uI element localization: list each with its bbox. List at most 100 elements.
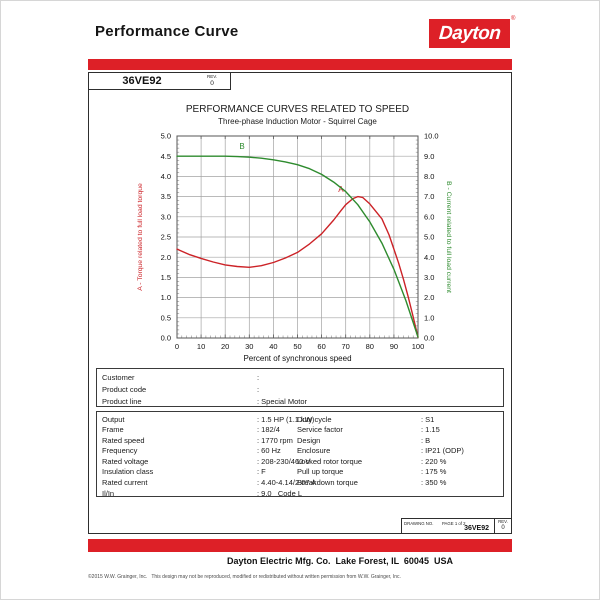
x-tick-label: 10 <box>197 342 205 351</box>
field-label: Breakdown torque <box>297 478 358 488</box>
curve-A <box>176 195 419 338</box>
specs-left-column: Output : 1.5 HP (1.1 kW) Frame : 182/4 Rated… <box>102 414 316 500</box>
field-label: Insulation class <box>102 467 154 477</box>
y-left-tick-label: 2.0 <box>161 253 171 262</box>
field-label: Output <box>102 414 125 424</box>
y-right-tick-label: 5.0 <box>424 233 434 242</box>
field-label: Frame <box>102 425 124 435</box>
revision-value: 0 <box>210 79 214 87</box>
field-value: : 175 % <box>421 467 447 477</box>
field-value: : IP21 (ODP) <box>421 446 464 456</box>
y-right-tick-label: 7.0 <box>424 192 434 201</box>
revision-label: REV. <box>206 73 218 79</box>
field-value: : 1.15 <box>421 425 440 435</box>
drawing-rev-value: 0 <box>501 525 505 532</box>
x-tick-label: 0 <box>175 342 179 351</box>
field-value: : 208-230/460 V <box>257 456 311 466</box>
field-value: : 182/4 <box>257 425 280 435</box>
field-value: : 350 % <box>421 478 447 488</box>
page-indicator: PAGE 1 of 2 <box>442 520 466 526</box>
x-axis-title: Percent of synchronous speed <box>243 354 351 363</box>
plot-border <box>176 135 419 339</box>
footer-company-address: Dayton Electric Mfg. Co. Lake Forest, IL… <box>227 556 453 566</box>
field-value: : 9.0 Code L <box>257 488 303 498</box>
field-label: Product line <box>102 396 142 406</box>
y-left-tick-label: 4.0 <box>161 172 171 181</box>
spec-right-row: Enclosure : IP21 (ODP) <box>297 446 502 457</box>
model-number-cell: 36VE92 <box>88 72 196 90</box>
y-right-tick-label: 6.0 <box>424 212 434 221</box>
customer-info-row: Product code: <box>102 384 503 396</box>
y-left-tick-label: 5.0 <box>161 132 171 141</box>
x-tick-label: 70 <box>342 342 350 351</box>
field-label: Service factor <box>297 425 343 435</box>
bottom-red-bar <box>88 539 512 552</box>
field-value: : 220 % <box>421 456 447 466</box>
performance-chart: PERFORMANCE CURVES RELATED TO SPEED Thre… <box>137 104 452 363</box>
x-tick-label: 100 <box>412 342 425 351</box>
field-value: : 1.5 HP (1.1 kW) <box>257 414 315 424</box>
field-value: : Special Motor <box>257 396 308 406</box>
top-red-bar <box>88 59 512 70</box>
field-label: Frequency <box>102 446 138 456</box>
x-tick-label: 40 <box>269 342 277 351</box>
x-tick-label: 90 <box>390 342 398 351</box>
document-border-frame <box>88 72 512 534</box>
field-label: Il/In <box>102 488 115 498</box>
field-label: Rated speed <box>102 435 145 445</box>
spec-left-row: Insulation class : F <box>102 467 302 478</box>
drawing-number-value: 36VE92 <box>464 525 489 532</box>
dayton-logo-text: Dayton <box>438 22 501 44</box>
field-label: Enclosure <box>297 446 331 456</box>
customer-info-row: Customer: <box>102 372 503 384</box>
y-right-tick-label: 9.0 <box>424 152 434 161</box>
spec-left-row: Frequency : 60 Hz <box>102 446 302 457</box>
spec-left-row: Il/In : 9.0 Code L <box>102 489 302 500</box>
y-left-tick-label: 2.5 <box>161 233 171 242</box>
registered-trademark-icon: ® <box>511 16 516 22</box>
x-tick-label: 80 <box>366 342 374 351</box>
spec-right-row: Duty cycle : S1 <box>297 415 502 426</box>
y-right-tick-label: 0.0 <box>424 334 434 343</box>
field-value: : S1 <box>421 414 435 424</box>
footer-copyright-notice: ©2015 W.W. Grainger, Inc. This design ma… <box>88 574 401 580</box>
field-label: Customer <box>102 372 135 382</box>
spec-right-row: Pull up torque: 175 % <box>297 467 502 478</box>
curve-label-A: A <box>338 185 344 194</box>
x-tick-label: 60 <box>317 342 325 351</box>
chart-plot-area: AB0 10 20 30 40 50 60 70 80 90 1000.00.51.01.52.02… <box>137 132 452 363</box>
chart-title: PERFORMANCE CURVES RELATED TO SPEED <box>186 104 409 115</box>
field-label: Design <box>297 435 321 445</box>
y-left-tick-label: 3.0 <box>161 212 171 221</box>
y-right-tick-label: 2.0 <box>424 293 434 302</box>
y-left-tick-label: 1.5 <box>161 273 171 282</box>
spec-left-row: Frame : 182/4 <box>102 425 302 436</box>
spec-right-row: Locked rotor torque: 220 % <box>297 457 502 468</box>
y-left-tick-label: 0.0 <box>161 334 171 343</box>
spec-left-row: Output : 1.5 HP (1.1 kW) <box>102 414 314 426</box>
y-left-tick-label: 3.5 <box>161 192 171 201</box>
field-value: : 1770 rpm <box>257 435 293 445</box>
drawing-number-table: DRAWING NO. PAGE 1 of 2 36VE92 REV. 0 <box>401 518 512 534</box>
y-left-tick-label: 0.5 <box>161 313 171 322</box>
y-right-tick-label: 3.0 <box>424 273 434 282</box>
curve-label-B: B <box>239 142 244 151</box>
field-label: Duty cycle <box>297 414 332 424</box>
field-value: : 4.40-4.14/2.07 A <box>257 478 317 488</box>
y-left-tick-label: 4.5 <box>161 152 171 161</box>
y-left-axis-title: A - Torque related to full load torque <box>137 183 144 291</box>
drawing-rev-cell: REV. 0 <box>495 519 511 533</box>
field-value: : <box>257 372 262 382</box>
page-title: Performance Curve <box>95 23 239 40</box>
field-value: : F <box>257 467 266 477</box>
field-value: : 60 Hz <box>257 446 281 456</box>
curve-B <box>176 155 419 338</box>
dayton-logo: Dayton <box>429 19 510 48</box>
x-tick-label: 50 <box>293 342 301 351</box>
spec-right-row: Breakdown torque : 350 % <box>297 478 502 489</box>
customer-info-box: Customer: Product code: Product line : Sp… <box>96 368 504 407</box>
chart-subtitle: Three-phase Induction Motor - Squirrel C… <box>218 117 377 126</box>
x-tick-label: 30 <box>245 342 253 351</box>
field-value: : <box>257 384 262 394</box>
y-right-tick-label: 10.0 <box>424 132 439 141</box>
